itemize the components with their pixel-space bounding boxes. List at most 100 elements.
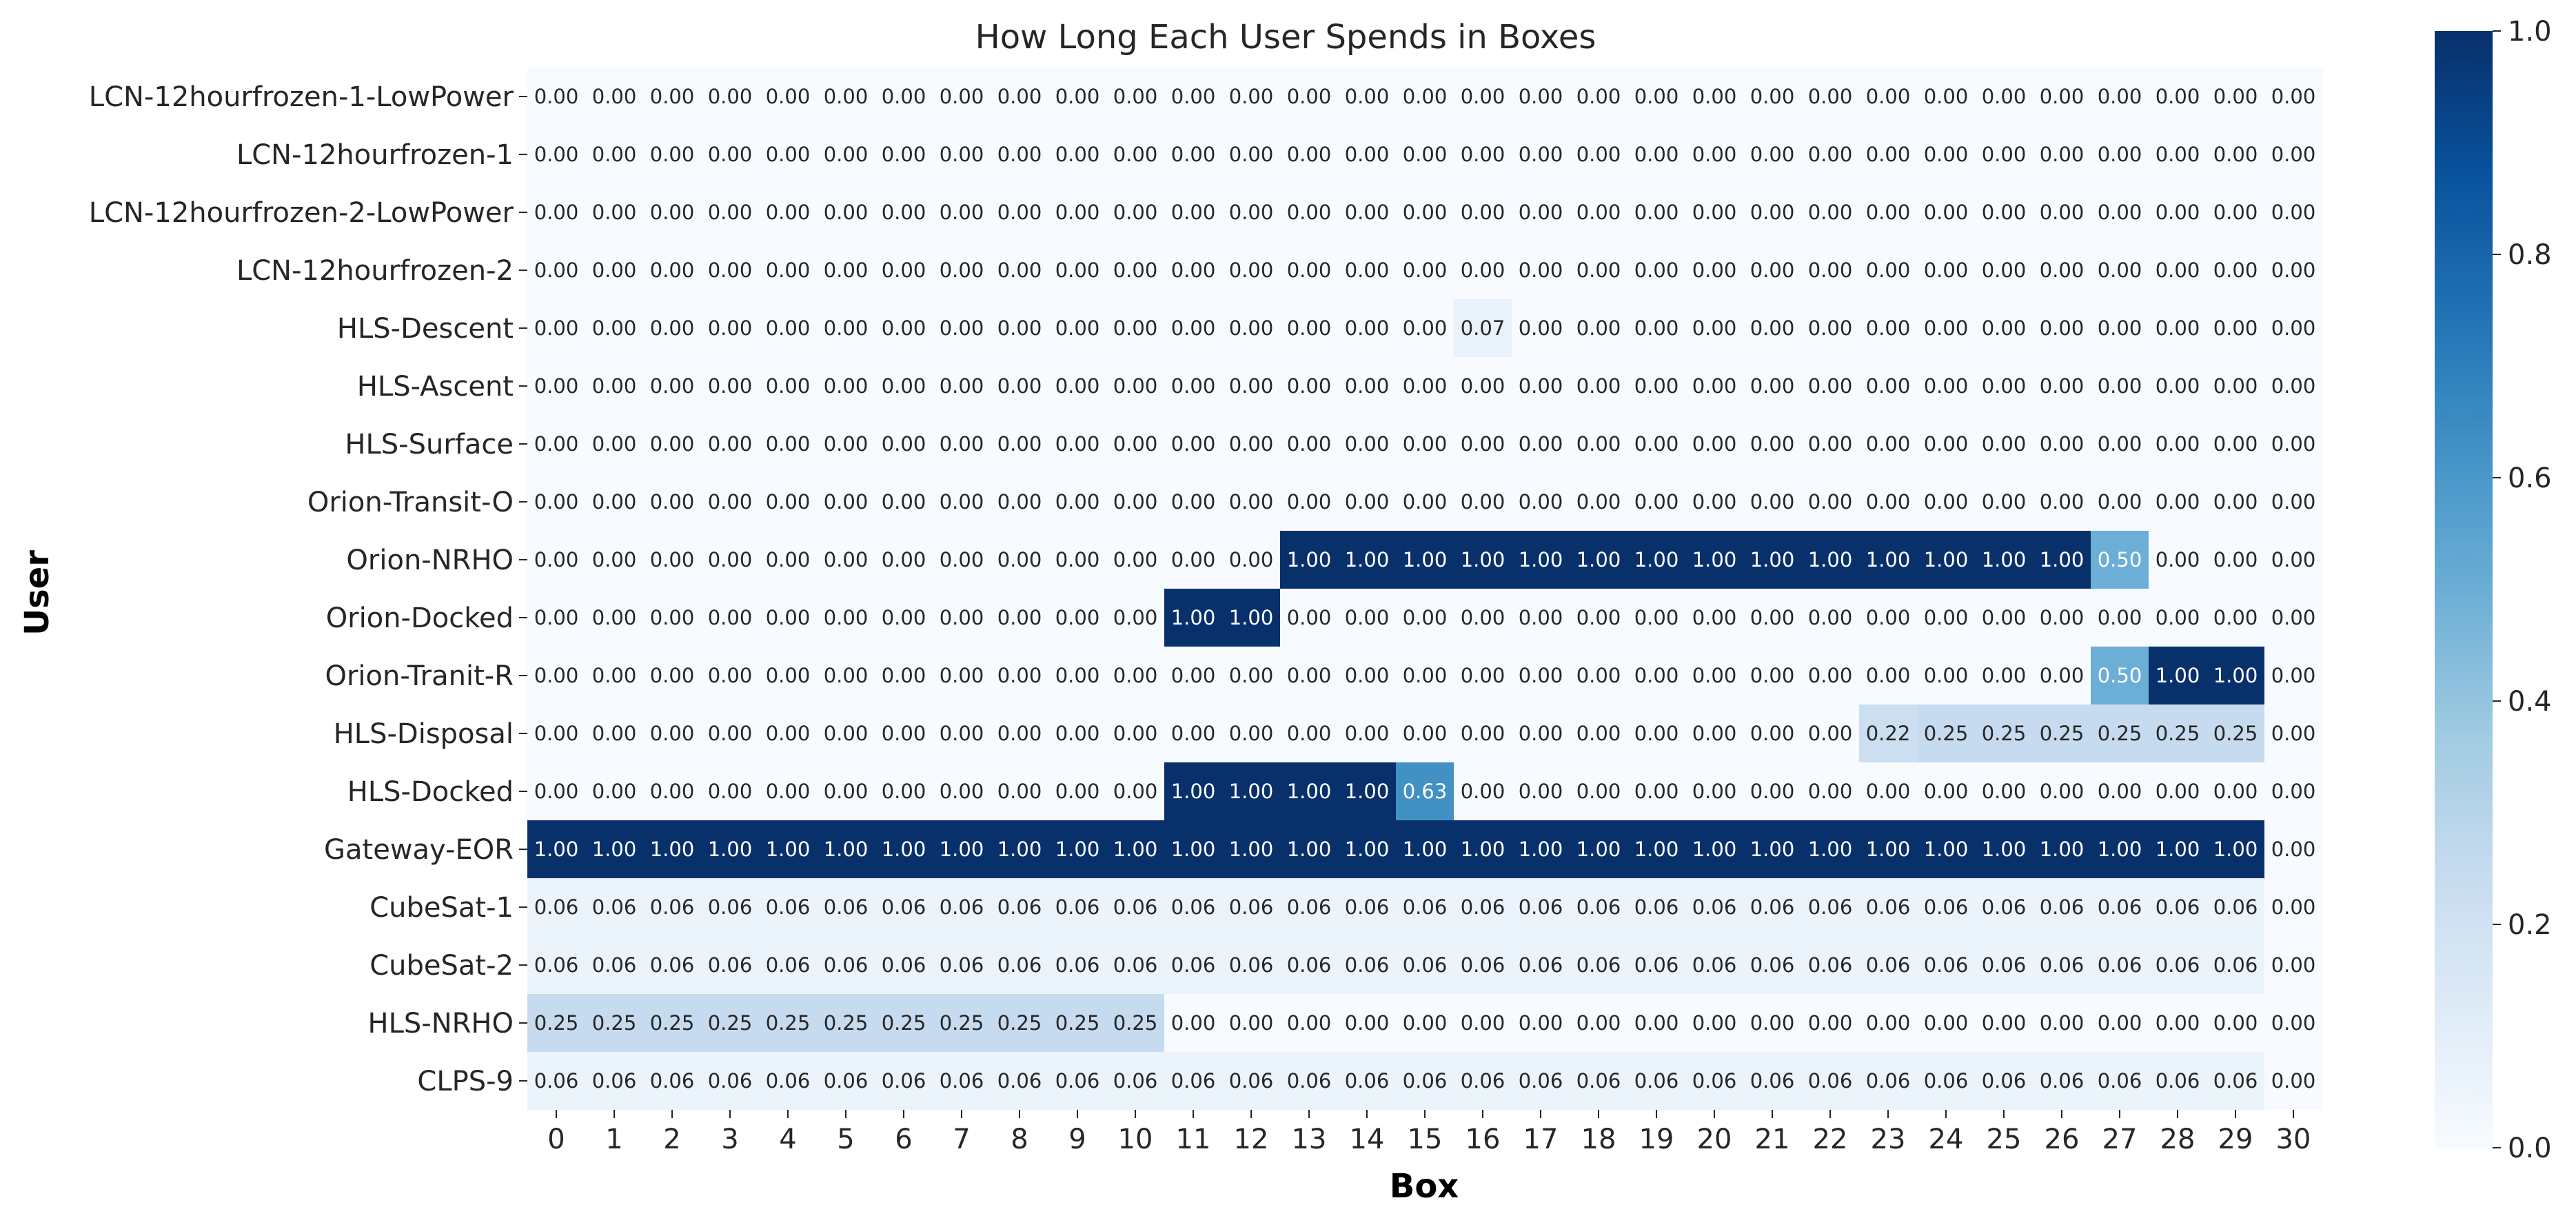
x-tick-label: 10: [1118, 1124, 1153, 1155]
heatmap-cell: [1454, 299, 1512, 358]
cell-value-label: 1.00: [1287, 780, 1332, 803]
cell-value-label: 1.00: [1055, 838, 1100, 861]
cell-value-label: 0.00: [1229, 258, 1274, 282]
cell-value-label: 0.06: [1808, 953, 1853, 977]
heatmap-cell: [527, 241, 586, 300]
cell-value-label: 0.00: [1576, 780, 1621, 803]
heatmap-cell: [1164, 299, 1223, 358]
heatmap-cell: [1222, 473, 1281, 531]
heatmap-cell: [759, 994, 818, 1053]
cell-value-label: 0.06: [882, 895, 926, 919]
cell-value-label: 0.00: [1113, 664, 1158, 687]
heatmap-cell: [875, 994, 933, 1053]
cell-value-label: 0.06: [1229, 953, 1274, 977]
y-axis-label: User: [18, 550, 57, 636]
heatmap-cell: [585, 241, 644, 300]
cell-value-label: 0.00: [2040, 780, 2085, 803]
heatmap-cell: [2149, 68, 2207, 126]
cell-value-label: 0.00: [1750, 85, 1795, 108]
cell-value-label: 0.00: [1924, 143, 1969, 166]
heatmap-cell: [1164, 125, 1223, 184]
cell-value-label: 0.00: [650, 85, 695, 108]
heatmap-cell: [1859, 994, 1918, 1053]
heatmap-cell: [1743, 473, 1802, 531]
cell-value-label: 0.00: [1229, 85, 1274, 108]
heatmap-cell: [2091, 936, 2149, 995]
heatmap-cell: [527, 415, 586, 474]
cell-value-label: 0.06: [1750, 1069, 1795, 1093]
cell-value-label: 0.00: [1055, 374, 1100, 398]
cell-value-label: 0.00: [708, 201, 753, 224]
cell-value-label: 0.00: [1866, 316, 1911, 340]
cell-value-label: 0.00: [1982, 258, 2027, 282]
cell-value-label: 0.00: [1055, 722, 1100, 745]
cell-value-label: 0.00: [1576, 664, 1621, 687]
cell-value-label: 0.00: [2156, 606, 2200, 629]
cell-value-label: 0.06: [997, 1069, 1042, 1093]
cell-value-label: 0.00: [997, 374, 1042, 398]
heatmap-cell: [759, 589, 818, 647]
cell-value-label: 0.00: [1171, 432, 1216, 456]
y-tick-label: HLS-Docked: [347, 776, 514, 808]
heatmap-cell: [2264, 241, 2323, 300]
heatmap-cell: [1743, 299, 1802, 358]
heatmap-cell: [1106, 241, 1165, 300]
cell-value-label: 0.06: [592, 1069, 637, 1093]
x-tick-label: 14: [1350, 1124, 1385, 1155]
heatmap-cell: [759, 936, 818, 995]
x-tick-label: 29: [2218, 1124, 2253, 1155]
cell-value-label: 0.00: [1808, 1011, 1853, 1035]
cell-value-label: 0.00: [824, 490, 869, 514]
heatmap-cell: [1859, 704, 1918, 763]
heatmap-cell: [875, 647, 933, 705]
heatmap-cell: [2149, 473, 2207, 531]
heatmap-cell: [2207, 357, 2265, 416]
cell-value-label: 0.00: [2040, 85, 2085, 108]
heatmap-cell: [1338, 647, 1397, 705]
heatmap-cell: [2207, 68, 2265, 126]
heatmap-cell: [1570, 589, 1628, 647]
cell-value-label: 0.00: [2213, 490, 2258, 514]
heatmap-cell: [1106, 357, 1165, 416]
cell-value-label: 0.06: [1866, 953, 1911, 977]
cell-value-label: 0.00: [2271, 201, 2316, 224]
cell-value-label: 0.00: [650, 201, 695, 224]
heatmap-cell: [875, 820, 933, 879]
heatmap-cell: [1048, 357, 1107, 416]
cell-value-label: 0.06: [2213, 895, 2258, 919]
heatmap-cell: [1164, 589, 1223, 647]
heatmap-cell: [1975, 415, 2034, 474]
cell-value-label: 0.00: [592, 664, 637, 687]
heatmap-cell: [643, 647, 702, 705]
cell-value-label: 0.00: [2156, 432, 2200, 456]
heatmap-cell-labels: 0.00 0.00 0.00 0.00 0.00 0.00 0.00 0.00 0.00 0.00…: [534, 85, 2316, 1093]
heatmap-cell: [2264, 531, 2323, 589]
heatmap-cell: [1975, 994, 2034, 1053]
heatmap-cell: [1164, 241, 1223, 300]
cell-value-label: 0.00: [1692, 606, 1737, 629]
cell-value-label: 0.00: [1287, 85, 1332, 108]
cell-value-label: 0.00: [1924, 432, 1969, 456]
heatmap-cell: [2264, 704, 2323, 763]
heatmap-cell: [2207, 125, 2265, 184]
heatmap-cell: [1801, 820, 1860, 879]
heatmap-cell: [1917, 357, 1976, 416]
heatmap-cell: [585, 936, 644, 995]
cell-value-label: 0.00: [1634, 490, 1679, 514]
cell-value-label: 0.00: [1634, 664, 1679, 687]
heatmap-cell: [2091, 473, 2149, 531]
x-tick-label: 15: [1408, 1124, 1443, 1155]
heatmap-cell: [817, 589, 875, 647]
heatmap-cell: [643, 1052, 702, 1111]
x-tick-label: 16: [1466, 1124, 1501, 1155]
colorbar-tick-label: 1.0: [2508, 16, 2552, 48]
cell-value-label: 0.06: [1345, 895, 1390, 919]
heatmap-cell: [1106, 820, 1165, 879]
cell-value-label: 0.00: [2098, 780, 2142, 803]
cell-value-label: 0.00: [2098, 606, 2142, 629]
cell-value-label: 0.00: [1229, 1011, 1274, 1035]
cell-value-label: 0.00: [1171, 490, 1216, 514]
heatmap-cell: [1396, 68, 1454, 126]
cell-value-label: 0.00: [1576, 85, 1621, 108]
cell-value-label: 0.06: [1866, 1069, 1911, 1093]
